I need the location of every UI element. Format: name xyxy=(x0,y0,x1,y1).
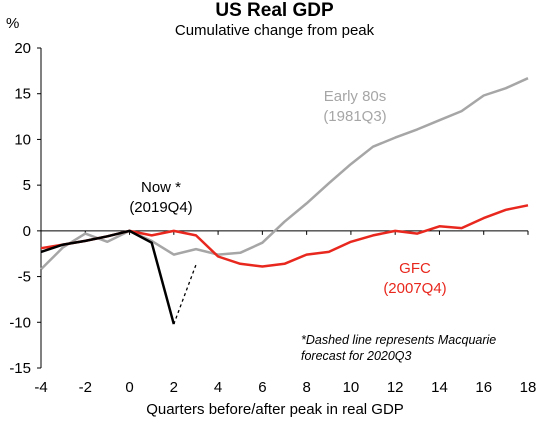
x-tick-label: 16 xyxy=(475,379,492,396)
series-label-0: (1981Q3) xyxy=(323,108,386,125)
annotation-text: *Dashed line represents Macquarie xyxy=(301,333,496,347)
x-tick-label: 10 xyxy=(343,379,360,396)
x-tick-label: 6 xyxy=(258,379,266,396)
x-tick-label: 8 xyxy=(302,379,310,396)
x-tick-label: -4 xyxy=(34,379,47,396)
chart-subtitle: Cumulative change from peak xyxy=(174,22,375,39)
y-tick-label: -10 xyxy=(9,314,31,331)
series-label-2: Now * xyxy=(141,179,181,196)
series-label-2: (2019Q4) xyxy=(129,199,192,216)
series-line-3 xyxy=(173,264,197,325)
y-tick-label: 15 xyxy=(14,86,31,103)
x-axis-label: Quarters before/after peak in real GDP xyxy=(146,401,404,418)
x-tick-label: 2 xyxy=(170,379,178,396)
y-tick-label: -5 xyxy=(18,269,31,286)
y-tick-label: 5 xyxy=(23,177,31,194)
x-tick-label: 18 xyxy=(520,379,537,396)
series-label-1: GFC xyxy=(399,260,431,277)
x-tick-label: -2 xyxy=(79,379,92,396)
y-tick-label: 0 xyxy=(23,223,31,240)
series-line-0 xyxy=(40,77,529,271)
series-label-0: Early 80s xyxy=(324,88,387,105)
x-tick-label: 0 xyxy=(125,379,133,396)
series-line-2 xyxy=(40,229,176,325)
y-tick-label: 10 xyxy=(14,131,31,148)
annotation-text: forecast for 2020Q3 xyxy=(301,349,412,363)
chart-title: US Real GDP xyxy=(215,0,334,21)
x-tick-label: 14 xyxy=(431,379,448,396)
y-axis-label: % xyxy=(6,15,19,32)
x-tick-label: 4 xyxy=(214,379,222,396)
series-label-1: (2007Q4) xyxy=(383,280,446,297)
y-tick-label: -15 xyxy=(9,360,31,377)
y-tick-label: 20 xyxy=(14,40,31,57)
x-tick-label: 12 xyxy=(387,379,404,396)
